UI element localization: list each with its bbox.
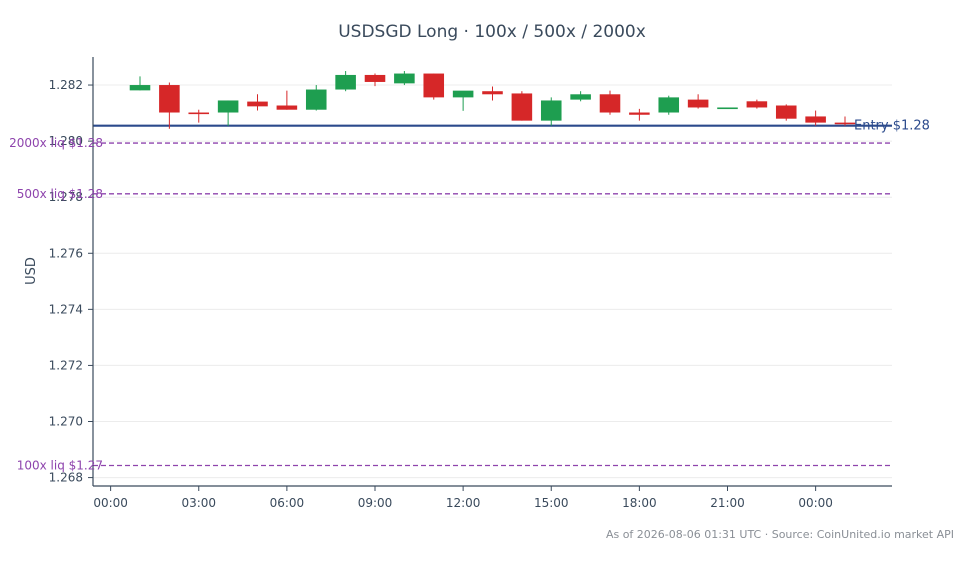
x-axis-ticks: 00:00 03:00 06:00 09:00 12:00 15:00 18:00 21:00…	[93, 486, 833, 510]
liquidation-label: 500x liq $1.28	[17, 187, 103, 201]
candle-body-down	[687, 99, 709, 108]
y-tick-label: 1.276	[49, 246, 83, 260]
candle-body-down	[188, 112, 210, 115]
candle-body-down	[834, 122, 856, 125]
reference-line-labels: Entry $1.28 2000x liq $1.28 500x liq $1.28…	[9, 119, 930, 473]
x-tick-label: 12:00	[446, 496, 481, 510]
liquidation-label: 2000x liq $1.28	[9, 136, 103, 150]
y-tick-label: 1.282	[49, 78, 83, 92]
candle-body-up	[217, 100, 239, 113]
candle-body-up	[129, 85, 151, 91]
footer-source: As of 2026-08-06 01:31 UTC · Source: Coi…	[606, 528, 954, 541]
axes	[92, 57, 892, 487]
y-axis-ticks: 1.268 1.270 1.272 1.274 1.276 1.278 1.280 1.282	[49, 78, 93, 485]
candle-body-up	[540, 100, 562, 121]
candle-body-down	[511, 93, 533, 121]
x-tick-label: 09:00	[358, 496, 393, 510]
candle-body-up	[717, 107, 738, 110]
candle-body-down	[482, 91, 503, 95]
candle-body-up	[305, 89, 327, 110]
entry-label: Entry $1.28	[854, 119, 930, 134]
candle-body-up	[394, 73, 415, 84]
candle-body-up	[658, 97, 680, 113]
x-tick-label: 06:00	[270, 496, 305, 510]
candles	[129, 71, 856, 129]
grid-lines	[93, 84, 892, 479]
liquidation-label: 100x liq $1.27	[17, 459, 103, 473]
candle-body-down	[159, 85, 180, 113]
y-tick-label: 1.272	[49, 358, 83, 372]
candle-body-down	[629, 112, 650, 115]
y-tick-label: 1.274	[49, 302, 83, 316]
chart-title: USDSGD Long · 100x / 500x / 2000x	[338, 22, 646, 42]
x-tick-label: 18:00	[622, 496, 657, 510]
candle-body-down	[746, 101, 768, 108]
y-tick-label: 1.280	[49, 134, 83, 148]
x-tick-label: 00:00	[798, 496, 833, 510]
x-tick-label: 03:00	[181, 496, 216, 510]
candle-body-down	[805, 116, 826, 123]
candle-body-down	[276, 105, 298, 110]
candle-body-down	[775, 105, 797, 119]
candle-body-down	[423, 73, 445, 98]
candle-body-down	[247, 101, 268, 107]
y-axis-label: USD	[24, 257, 39, 285]
candle-body-down	[599, 94, 621, 113]
x-tick-label: 21:00	[710, 496, 745, 510]
y-tick-label: 1.270	[49, 415, 83, 429]
candle-body-up	[452, 90, 474, 98]
candle-body-up	[335, 74, 356, 90]
candle-body-up	[570, 94, 591, 100]
candle-body-down	[364, 74, 386, 82]
x-tick-label: 00:00	[93, 496, 128, 510]
y-tick-label: 1.278	[49, 190, 83, 204]
reference-lines	[93, 124, 892, 467]
y-tick-label: 1.268	[49, 471, 83, 485]
x-tick-label: 15:00	[534, 496, 569, 510]
